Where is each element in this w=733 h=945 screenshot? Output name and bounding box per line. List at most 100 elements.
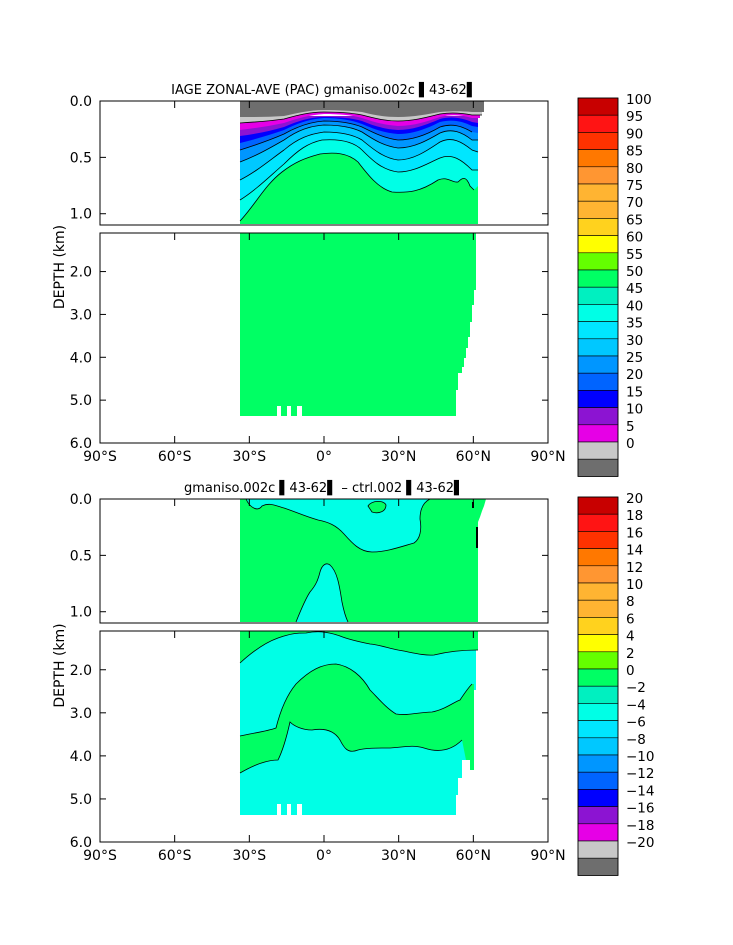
chart1-colorbar-swatch	[577, 166, 619, 185]
chart2-colorbar-label: 12	[626, 560, 643, 576]
panel1-bottom-notch-2	[287, 406, 291, 416]
chart2-colorbar-label: 10	[626, 577, 643, 593]
chart2-colorbar-swatch	[577, 668, 619, 687]
chart2-ytick-lower-label: 5.0	[70, 792, 92, 808]
panel-1-field	[100, 101, 550, 416]
chart1-colorbar-swatch	[577, 338, 619, 357]
chart2-colorbar-swatch	[577, 823, 619, 842]
chart2-xtick-label: 60°N	[456, 848, 491, 864]
chart1-xtick-label: 90°S	[83, 449, 117, 465]
chart1-colorbar-label: 90	[626, 126, 643, 142]
chart1-colorbar-label: 60	[626, 230, 643, 246]
chart1-colorbar-swatch	[577, 252, 619, 271]
panel2-contour-a	[245, 498, 431, 553]
chart1-colorbar-label: 15	[626, 384, 643, 400]
chart2-colorbar-swatch	[577, 685, 619, 704]
chart2-colorbar-label: 4	[626, 629, 635, 645]
chart1-colorbar-swatch	[577, 200, 619, 219]
chart2-colorbar-swatch	[577, 582, 619, 601]
chart2-colorbar-label: −2	[626, 680, 646, 696]
panel2-contour-b	[295, 563, 349, 623]
panel2-bottom-notch-2	[287, 804, 291, 815]
chart1-colorbar-label: 40	[626, 298, 643, 314]
chart1-colorbar-swatch	[577, 321, 619, 340]
chart1-colorbar-label: 10	[626, 402, 643, 418]
chart2-colorbar-label: 16	[626, 525, 643, 541]
chart2-xtick-label: 90°N	[530, 848, 565, 864]
panel2-aqua-spike	[296, 563, 348, 622]
panel1-bottom-notch-3	[297, 406, 302, 416]
panel2-dark-mark	[476, 527, 478, 548]
chart1-colorbar-label: 75	[626, 178, 643, 194]
chart2-colorbar-label: −20	[626, 835, 655, 851]
chart2-colorbar-label: −4	[626, 697, 646, 713]
panel1-contour-40	[239, 131, 479, 181]
chart1-ytick-upper-label: 0.5	[70, 150, 92, 166]
chart2-colorbar-label: 18	[626, 508, 643, 524]
chart2-colorbar-swatch	[577, 771, 619, 790]
panel2-contour-c	[367, 500, 387, 514]
chart2-colorbar-swatch	[577, 703, 619, 721]
chart2-xtick-label: 90°S	[83, 848, 117, 864]
chart1-ytick-lower-label: 2.0	[70, 265, 92, 281]
chart1-colorbar-label: 55	[626, 247, 643, 263]
chart1-colorbar-swatch	[577, 372, 619, 391]
panel2-contour-d	[239, 631, 479, 664]
chart1-colorbar-swatch	[577, 97, 619, 116]
chart2-colorbar-label: −6	[626, 715, 646, 731]
chart2-colorbar-swatch	[577, 806, 619, 825]
chart1-xtick-label: 30°S	[232, 449, 266, 465]
panel1-contour-15	[239, 111, 482, 124]
chart1-colorbar-frame	[577, 97, 619, 477]
chart2-colorbar-label: 0	[626, 663, 635, 679]
chart1-ylabel: DEPTH (km)	[52, 225, 68, 309]
panel1-contour-50	[239, 152, 475, 222]
chart1-colorbar-swatch	[577, 183, 619, 202]
chart2-colorbar-swatch	[577, 617, 619, 635]
panel1-contour-30	[239, 120, 473, 151]
chart2-ytick-upper-label: 0.5	[70, 548, 92, 564]
chart2-ylabel: DEPTH (km)	[52, 623, 68, 707]
chart1-colorbar-swatch	[577, 390, 619, 408]
chart2-xtick-label: 30°S	[232, 848, 266, 864]
chart1-colorbar-swatch	[577, 304, 619, 322]
chart1-colorbar-swatch	[577, 286, 619, 305]
panel2-bottom-notch-3	[297, 804, 302, 815]
chart2-colorbar-swatch	[577, 857, 619, 876]
chart2-colorbar-label: −12	[626, 766, 655, 782]
chart1-title: IAGE ZONAL-AVE (PAC) gmaniso.002c ▌43-62…	[171, 81, 477, 98]
chart1-ytick-upper-label: 0.0	[70, 94, 92, 110]
chart2-ytick-lower-label: 2.0	[70, 663, 92, 679]
chart2-colorbar-label: −18	[626, 818, 655, 834]
chart2-xtick-label: 0°	[316, 848, 332, 864]
chart1-xtick-label: 30°N	[381, 449, 416, 465]
chart2-colorbar-label: 6	[626, 611, 635, 627]
panel2-bottom-notch-1	[277, 804, 281, 815]
chart1-colorbar-swatch	[577, 132, 619, 150]
chart1-colorbar-label: 65	[626, 212, 643, 228]
chart2-colorbar-label: −10	[626, 749, 655, 765]
panel2-green-islet	[368, 501, 386, 513]
chart2-colorbar-swatch	[577, 565, 619, 584]
chart1-ytick-lower-label: 4.0	[70, 350, 92, 366]
chart1-colorbar-swatch	[577, 407, 619, 426]
chart1-colorbar-label: 85	[626, 144, 643, 160]
chart2-colorbar-swatch	[577, 599, 619, 618]
chart1-ytick-lower-label: 5.0	[70, 393, 92, 409]
chart1-xtick-label: 60°N	[456, 449, 491, 465]
chart2-xtick-label: 30°N	[381, 848, 416, 864]
panel1-green-deep	[240, 233, 476, 416]
chart1-ytick-lower-label: 3.0	[70, 307, 92, 323]
chart2-ytick-upper-label: 0.0	[70, 492, 92, 508]
chart1-colorbar-label: 35	[626, 316, 643, 332]
chart1-colorbar-label: 0	[626, 436, 635, 452]
panel1-separator	[100, 225, 550, 233]
chart1-colorbar-swatch	[577, 269, 619, 288]
chart1-colorbar-label: 25	[626, 350, 643, 366]
chart1-xtick-label: 90°N	[530, 449, 565, 465]
chart2-colorbar-swatch	[577, 789, 619, 807]
chart1-ytick-upper-label: 1.0	[70, 207, 92, 223]
chart2-colorbar-label: 2	[626, 646, 635, 662]
chart2-colorbar-swatch	[577, 634, 619, 653]
chart1-colorbar-label: 45	[626, 281, 643, 297]
